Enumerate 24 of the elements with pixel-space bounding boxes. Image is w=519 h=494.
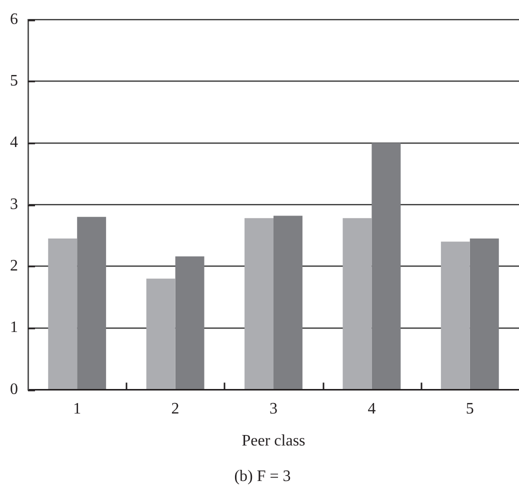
bar: [175, 256, 204, 389]
bar: [342, 218, 372, 389]
y-tick-label: 2: [10, 257, 18, 274]
y-tick-label: 6: [10, 10, 18, 28]
text: (b) F = 3: [234, 468, 291, 486]
bar: [77, 216, 106, 389]
x-tick-label: 2: [171, 400, 180, 418]
bar: [146, 278, 176, 389]
y-tick-label: 3: [10, 196, 18, 213]
x-tick-label: 5: [466, 400, 474, 418]
x-axis-title: Peer class: [242, 432, 306, 450]
bar: [244, 218, 274, 389]
y-tick-label: 4: [10, 134, 18, 152]
bar: [274, 216, 302, 389]
bar: [48, 238, 78, 389]
bar: [372, 142, 401, 389]
x-tick-label: 4: [368, 400, 376, 418]
bar: [470, 238, 499, 389]
bar: [440, 242, 470, 389]
x-tick-label: 3: [270, 400, 278, 418]
y-tick-label: 0: [10, 380, 18, 398]
y-tick-label: 1: [10, 319, 18, 336]
y-tick-label: 5: [10, 72, 18, 90]
x-tick-label: 1: [73, 400, 82, 418]
